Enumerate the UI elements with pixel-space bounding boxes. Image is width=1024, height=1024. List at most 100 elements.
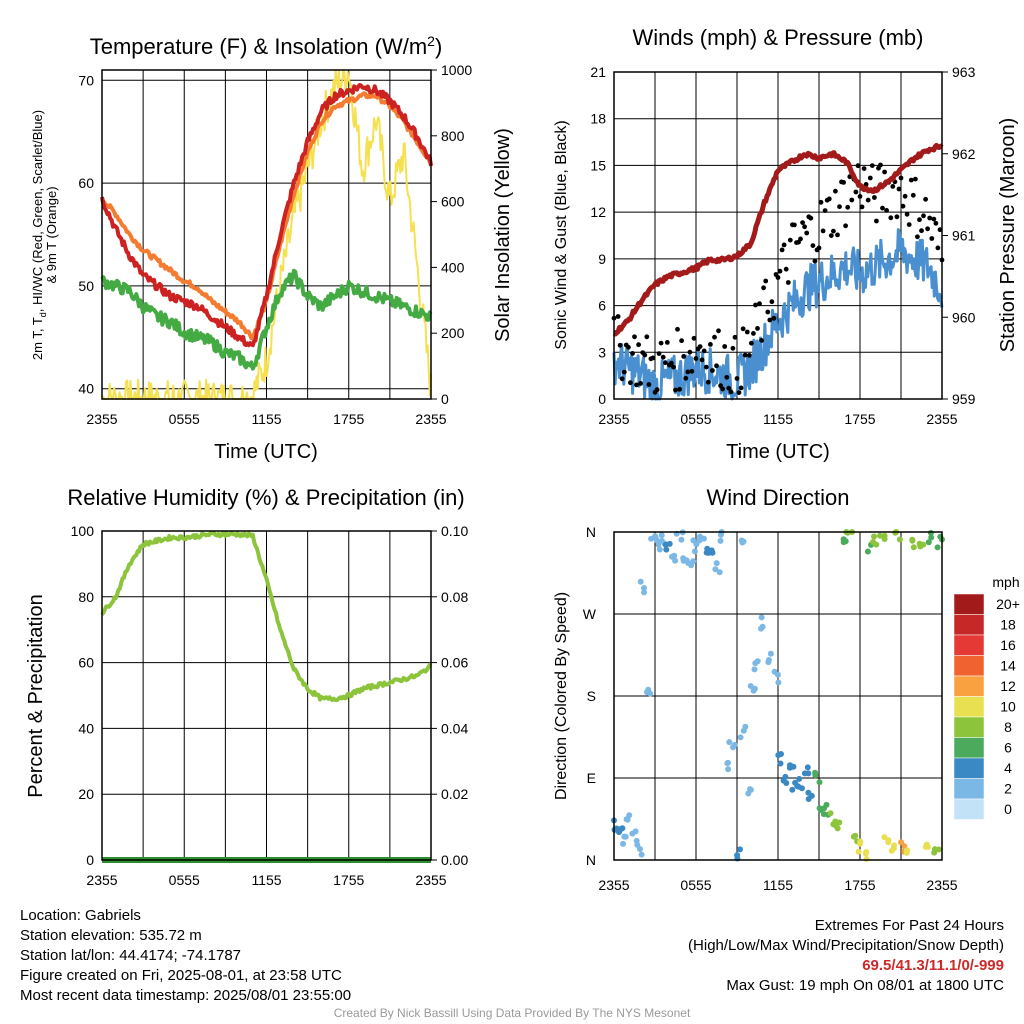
- direction-point: [713, 560, 720, 567]
- temperature-ytick-label-1: 50: [78, 278, 94, 294]
- gust-point: [861, 166, 867, 172]
- direction-point: [641, 585, 647, 591]
- gust-point: [785, 280, 791, 285]
- gust-point: [708, 342, 713, 347]
- wind-ytick-label-6: 18: [590, 111, 606, 127]
- gust-point: [701, 348, 707, 354]
- direction-point: [870, 539, 877, 545]
- rh-y2tick-label-0: 0.00: [441, 852, 468, 868]
- direction-point: [890, 845, 897, 852]
- direction-point: [789, 786, 796, 793]
- gust-point: [642, 352, 648, 358]
- direction-point: [638, 851, 645, 858]
- colorbar-swatch-18: [953, 614, 985, 636]
- direction-point: [778, 751, 784, 757]
- direction-panel: Wind Direction 2355 0555 1155 1755 2355NESWN…: [553, 485, 1020, 893]
- gust-point: [644, 334, 650, 340]
- rh-xtick-label-2: 1155: [251, 872, 281, 888]
- gust-point: [722, 344, 728, 349]
- temperature-ylabel: 2m T, Td, HI/WC (Red, Green, Scarlet/Blu…: [30, 110, 59, 360]
- wind-panel: Winds (mph) & Pressure (mb) 2355 0555 1155…: [553, 25, 1019, 463]
- direction-title: Wind Direction: [706, 485, 849, 510]
- direction-point: [862, 850, 869, 857]
- gust-point: [820, 228, 826, 234]
- gust-point: [646, 382, 652, 387]
- gust-point: [617, 342, 623, 348]
- gust-point: [679, 338, 684, 344]
- pressure-ylabel: Station Pressure (Maroon): [997, 118, 1019, 353]
- rh-y2tick-label-2: 0.04: [441, 720, 468, 736]
- direction-point: [775, 679, 782, 686]
- direction-point: [881, 536, 888, 542]
- direction-point: [777, 760, 784, 767]
- direction-point: [626, 812, 633, 819]
- gust-point: [615, 314, 621, 319]
- gust-point: [636, 342, 641, 348]
- direction-point: [717, 537, 724, 544]
- temperature-plot-area: 2355 0555 1155 1755 2355 40 50 60 70 0 200 400 600 80…: [78, 62, 472, 427]
- colorbar-label-6: 8: [1004, 719, 1012, 735]
- gust-point: [621, 369, 627, 375]
- gust-point: [867, 175, 873, 181]
- rh-y2tick-label-4: 0.08: [441, 589, 468, 605]
- direction-point: [786, 764, 793, 771]
- direction-point: [737, 846, 743, 853]
- gust-point: [761, 285, 766, 291]
- rh-ytick-label-0: 0: [86, 852, 94, 868]
- direction-point: [725, 759, 731, 766]
- gust-point: [779, 247, 785, 253]
- gust-point: [769, 299, 775, 305]
- gust-point: [890, 184, 896, 189]
- direction-point: [712, 566, 719, 573]
- direction-point: [678, 536, 685, 543]
- wind-y2tick-label-1: 960: [952, 309, 976, 325]
- rh-line: [100, 530, 433, 703]
- gust-point: [710, 368, 715, 373]
- direction-point: [934, 544, 941, 551]
- colorbar-swatch-16: [953, 634, 985, 656]
- gust-point: [691, 335, 697, 341]
- gust-point: [804, 230, 810, 236]
- extremes-values: 69.5/41.3/11.1/0/-999: [862, 957, 1004, 974]
- direction-point: [855, 848, 862, 855]
- gust-point: [724, 374, 730, 380]
- gust-point: [833, 188, 838, 194]
- direction-point: [823, 801, 830, 808]
- direction-point: [852, 832, 859, 839]
- gust-point: [919, 228, 924, 234]
- station-latlon: Station lat/lon: 44.4174; -74.1787: [20, 947, 242, 964]
- direction-point: [881, 834, 888, 841]
- temperature-y2tick-label-5: 1000: [441, 62, 472, 78]
- direction-point: [691, 548, 698, 555]
- temperature-ytick-label-2: 60: [78, 175, 94, 191]
- gust-point: [726, 385, 732, 391]
- gust-point: [685, 369, 691, 375]
- temperature-panel: Temperature (F) & Insolation (W/m2) 2355…: [30, 33, 514, 463]
- temperature-frame: [101, 69, 432, 400]
- direction-point: [629, 830, 636, 837]
- direction-point: [783, 780, 790, 786]
- solar-ylabel: Solar Insolation (Yellow): [492, 128, 514, 342]
- direction-ytick-label-4: N: [586, 524, 596, 540]
- gust-point: [740, 326, 746, 332]
- gust-point: [660, 354, 666, 360]
- gust-point: [923, 196, 928, 202]
- direction-point: [672, 557, 679, 564]
- temperature-xtick-label-0: 2355: [86, 411, 117, 427]
- extremes-info: Extremes For Past 24 Hours (High/Low/Max…: [688, 916, 1004, 996]
- wind-ytick-label-3: 9: [598, 251, 606, 267]
- gust-point: [904, 211, 910, 217]
- colorbar-swatch-0: [953, 798, 985, 820]
- recent-timestamp: Most recent data timestamp: 2025/08/01 2…: [20, 987, 352, 1004]
- temp2m-line: [100, 83, 433, 348]
- direction-frame: [613, 531, 943, 861]
- gust-point: [898, 175, 904, 181]
- direction-point: [621, 833, 628, 840]
- temperature-y2tick-label-4: 800: [441, 128, 465, 144]
- gust-point: [863, 182, 869, 187]
- direction-point: [663, 546, 670, 553]
- colorbar-label-4: 12: [1000, 678, 1016, 694]
- gust-point: [720, 386, 725, 392]
- direction-points: [611, 529, 945, 862]
- station-elevation: Station elevation: 535.72 m: [20, 927, 202, 944]
